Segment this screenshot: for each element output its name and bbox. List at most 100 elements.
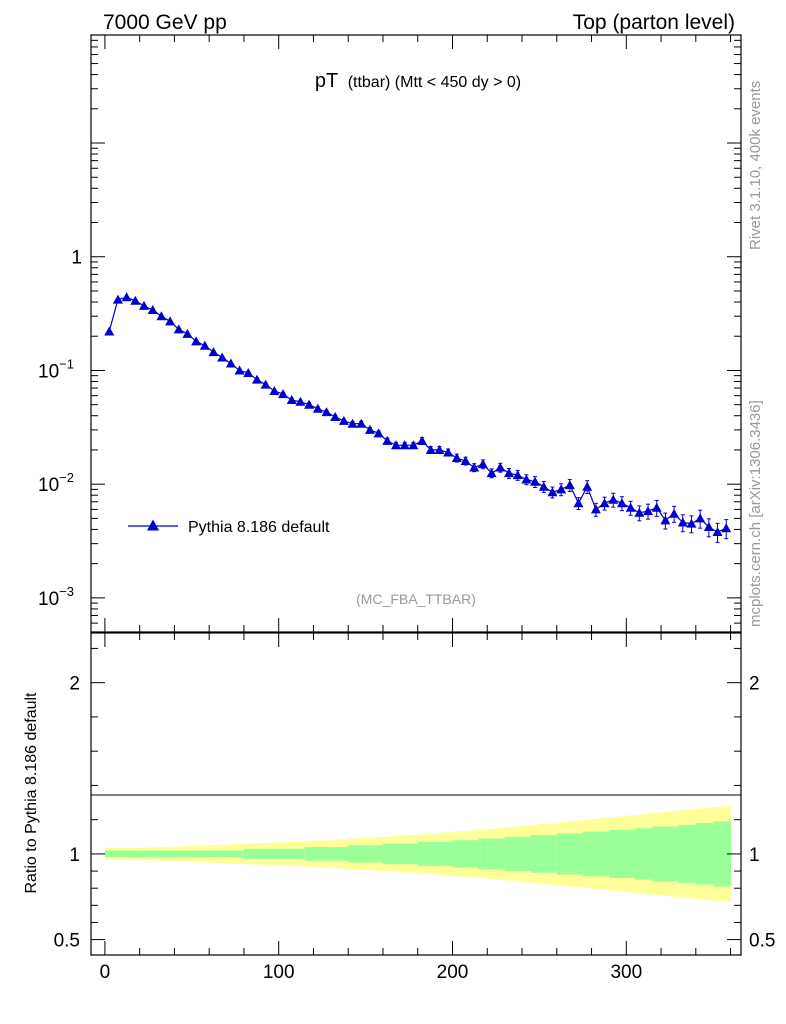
header-right: Top (parton level) (573, 11, 735, 34)
data-point (686, 518, 697, 528)
ratio-band-inner (104, 850, 115, 858)
data-point (399, 440, 410, 450)
y-tick-label-base: 10 (38, 475, 59, 496)
data-point (243, 367, 254, 377)
ratio-band-inner (478, 838, 488, 870)
ratio-band-inner (113, 850, 123, 858)
ratio-band-inner (130, 850, 141, 858)
data-point (382, 435, 393, 445)
data-point (338, 415, 349, 425)
title-sub: (ttbar) (Mtt < 450 dy > 0) (348, 74, 521, 91)
y-tick-label: 10−3 (38, 584, 74, 610)
data-point (460, 455, 471, 465)
data-point (182, 328, 193, 338)
ratio-band-inner (122, 850, 132, 858)
data-point (391, 440, 402, 450)
ratio-band-inner (296, 848, 306, 860)
data-point (304, 399, 315, 409)
data-point (408, 440, 419, 450)
ratio-band-inner (608, 829, 619, 878)
ratio-band-inner (374, 845, 384, 863)
data-point (373, 428, 384, 438)
x-tick-label: 300 (610, 962, 642, 983)
data-point (121, 292, 132, 302)
ratio-band-inner (400, 843, 410, 865)
ratio-band-inner (435, 841, 445, 866)
data-point (695, 513, 706, 523)
y-tick-label: 10−1 (38, 356, 74, 382)
ratio-band-inner (226, 850, 236, 858)
ratio-band-inner (356, 845, 367, 863)
data-point (234, 365, 245, 375)
x-tick-label: 0 (100, 962, 111, 983)
ratio-y-tick-label-left: 0.5 (54, 931, 80, 952)
data-point (643, 506, 654, 516)
data-point (312, 403, 323, 413)
series-pythia (104, 292, 732, 543)
data-point (495, 462, 506, 472)
data-point (225, 358, 236, 368)
data-point (356, 418, 367, 428)
ratio-band-inner (252, 848, 262, 860)
data-point (191, 336, 202, 346)
data-point (660, 515, 671, 525)
ratio-band-inner (452, 840, 462, 868)
data-point (260, 379, 271, 389)
data-point (712, 526, 723, 536)
data-point (173, 324, 184, 334)
data-point (469, 462, 480, 472)
data-point (130, 295, 141, 305)
y-tick-label: 10−2 (38, 470, 74, 496)
data-point (364, 424, 375, 434)
ratio-y-tick-label-right: 1 (749, 845, 760, 866)
ratio-y-tick-label-left: 1 (69, 845, 80, 866)
x-tick-label: 100 (263, 962, 295, 983)
main-title: pT (ttbar) (Mtt < 450 dy > 0) (315, 70, 521, 92)
data-point (347, 418, 358, 428)
ratio-band-inner (634, 828, 645, 880)
data-point (147, 305, 158, 315)
ratio-band-inner (322, 847, 332, 861)
ratio-band-inner (348, 845, 358, 863)
data-point (417, 435, 428, 445)
ratio-y-tick-label-right: 2 (749, 674, 760, 695)
ratio-band-inner (643, 828, 653, 880)
data-point (547, 487, 558, 497)
ratio-band-inner (530, 835, 540, 873)
ratio-band-inner (165, 850, 175, 858)
data-point (651, 502, 662, 512)
data-point (434, 444, 445, 454)
y-tick-label-exponent: −2 (59, 470, 74, 485)
ratio-frame (90, 632, 742, 956)
ratio-band-inner (287, 848, 297, 860)
data-point (677, 517, 688, 527)
data-point (599, 498, 610, 508)
side-label-version: Rivet 3.1.10, 400k events (747, 81, 764, 250)
data-point (703, 522, 714, 532)
y-tick-label-base: 10 (38, 589, 59, 610)
ratio-band-inner (174, 850, 184, 858)
ratio-band-inner (513, 836, 523, 872)
ratio-band-inner (417, 841, 427, 866)
ratio-band-inner (487, 838, 497, 870)
data-point (451, 452, 462, 462)
ratio-y-tick-label-right: 0.5 (749, 931, 775, 952)
data-point (486, 468, 497, 478)
ratio-y-tick-label-left: 2 (69, 674, 80, 695)
y-tick-label: 1 (71, 248, 82, 269)
legend-label: Pythia 8.186 default (188, 519, 330, 536)
ratio-band-inner (409, 843, 419, 865)
data-point (721, 523, 732, 533)
main-y-ticks: 110−110−210−3 (38, 35, 741, 632)
x-tick-label: 200 (437, 962, 469, 983)
data-point (443, 447, 454, 457)
ratio-bands (104, 805, 732, 902)
data-point (521, 474, 532, 484)
ratio-band-inner (556, 833, 566, 875)
data-point (156, 311, 167, 321)
data-point (321, 407, 332, 417)
data-point (330, 411, 341, 421)
data-point (139, 300, 150, 310)
data-point (278, 389, 289, 399)
